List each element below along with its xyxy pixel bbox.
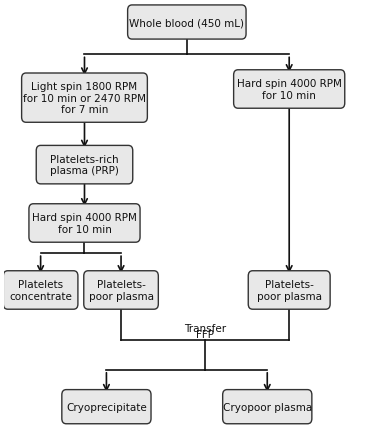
FancyBboxPatch shape bbox=[62, 390, 151, 424]
FancyBboxPatch shape bbox=[84, 271, 158, 309]
FancyBboxPatch shape bbox=[223, 390, 312, 424]
FancyBboxPatch shape bbox=[22, 74, 147, 123]
FancyBboxPatch shape bbox=[234, 71, 345, 109]
FancyBboxPatch shape bbox=[248, 271, 330, 309]
Text: Platelets-
poor plasma: Platelets- poor plasma bbox=[89, 279, 154, 301]
Text: Platelets
concentrate: Platelets concentrate bbox=[9, 279, 72, 301]
FancyBboxPatch shape bbox=[29, 204, 140, 243]
Text: Platelets-
poor plasma: Platelets- poor plasma bbox=[257, 279, 322, 301]
Text: Hard spin 4000 RPM
for 10 min: Hard spin 4000 RPM for 10 min bbox=[32, 213, 137, 234]
Text: Cryopoor plasma: Cryopoor plasma bbox=[223, 402, 312, 412]
Text: Light spin 1800 RPM
for 10 min or 2470 RPM
for 7 min: Light spin 1800 RPM for 10 min or 2470 R… bbox=[23, 82, 146, 115]
Text: Hard spin 4000 RPM
for 10 min: Hard spin 4000 RPM for 10 min bbox=[237, 79, 342, 101]
Text: Platelets-rich
plasma (PRP): Platelets-rich plasma (PRP) bbox=[50, 155, 119, 176]
Text: Transfer: Transfer bbox=[184, 323, 226, 333]
FancyBboxPatch shape bbox=[36, 146, 133, 184]
FancyBboxPatch shape bbox=[128, 6, 246, 40]
FancyBboxPatch shape bbox=[3, 271, 78, 309]
Text: Whole blood (450 mL): Whole blood (450 mL) bbox=[129, 18, 244, 28]
Text: Cryoprecipitate: Cryoprecipitate bbox=[66, 402, 147, 412]
Text: FFP: FFP bbox=[196, 330, 214, 340]
